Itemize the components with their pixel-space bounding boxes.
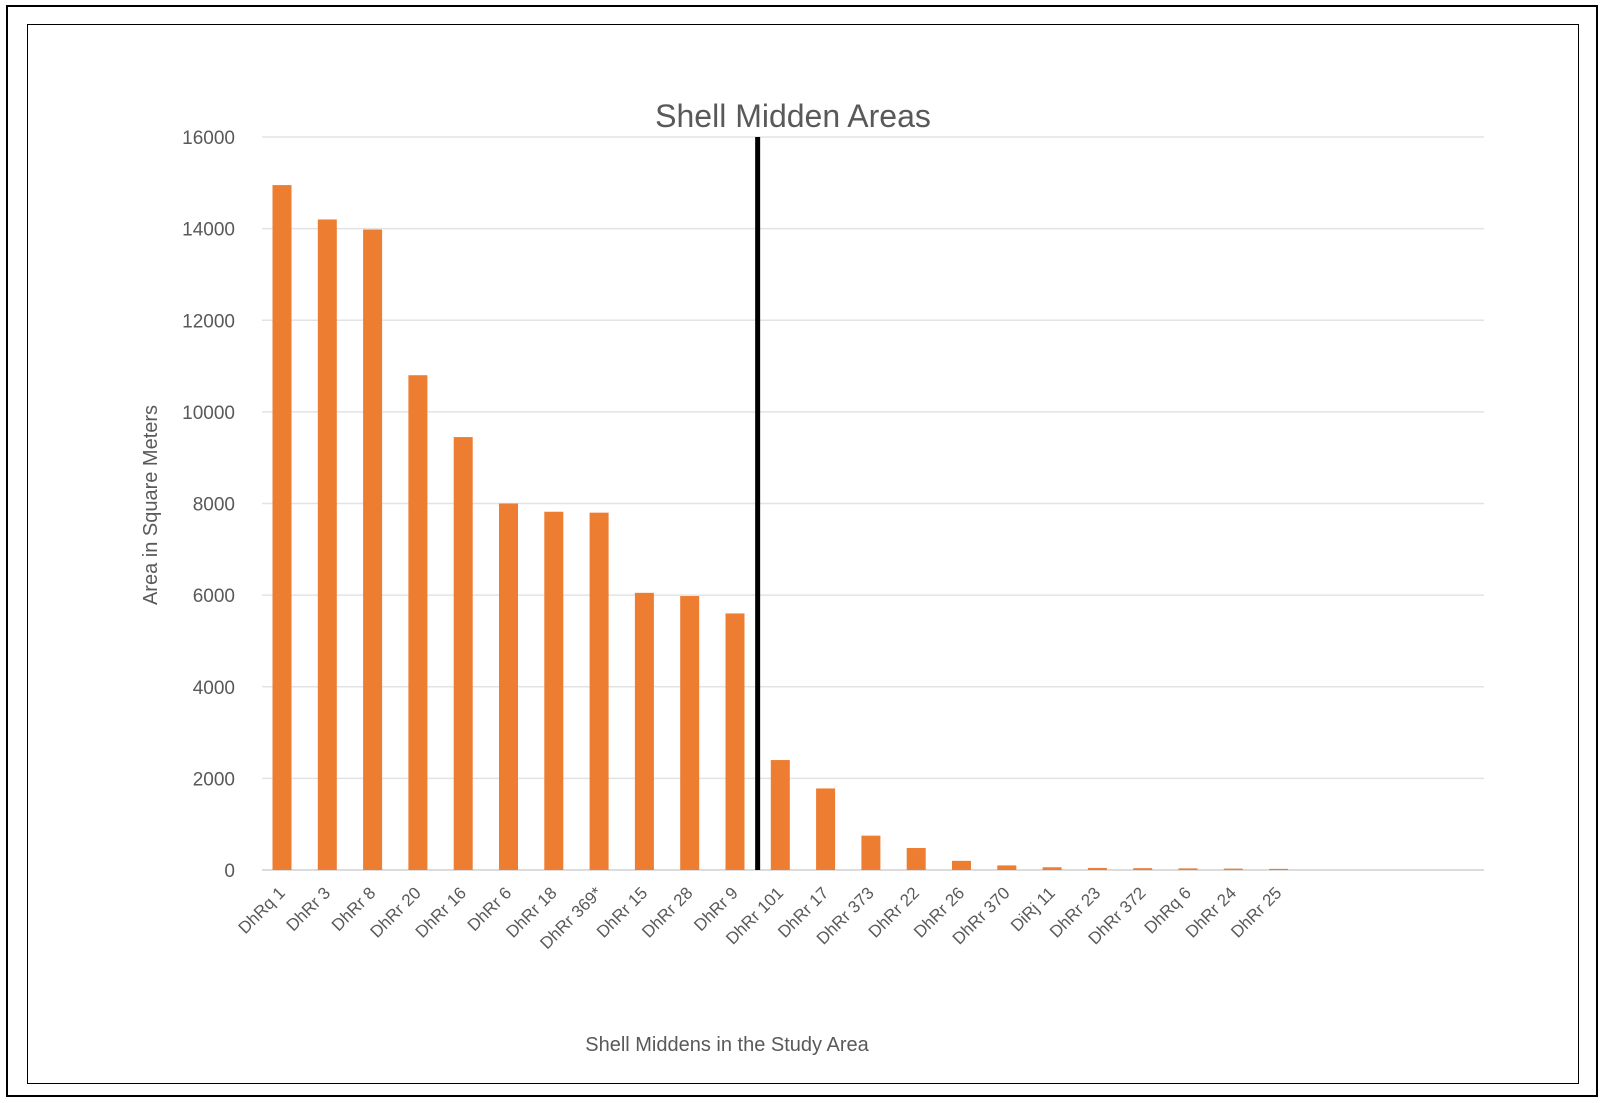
bar: [725, 613, 745, 870]
gridlines: [262, 136, 1484, 871]
chart-area-border: [27, 24, 1579, 1084]
bars: [272, 185, 1289, 870]
bar: [272, 185, 292, 870]
bar: [544, 511, 564, 870]
bar: [952, 860, 971, 870]
bar: [997, 865, 1017, 870]
bar: [499, 503, 518, 870]
bar: [1223, 868, 1243, 870]
bar: [1178, 868, 1198, 870]
x-tick-label: DhRr 28: [638, 883, 696, 941]
bar: [816, 788, 836, 870]
x-axis-title: Shell Middens in the Study Area: [585, 1034, 869, 1056]
bar: [1133, 868, 1153, 870]
bar: [453, 437, 473, 870]
bar: [363, 229, 383, 870]
y-tick-label: 12000: [182, 311, 235, 332]
bar: [1087, 867, 1107, 870]
y-tick-label: 2000: [193, 769, 235, 790]
y-tick-label: 4000: [193, 678, 235, 699]
x-tick-label: DhRr 16: [412, 883, 470, 941]
y-axis-title: Area in Square Meters: [140, 405, 162, 605]
bar: [634, 592, 654, 870]
y-tick-label: 10000: [182, 403, 235, 424]
x-tick-label: DhRr 25: [1227, 883, 1285, 941]
bar: [1042, 867, 1062, 870]
bar: [770, 760, 790, 870]
x-tick-label: DhRr 3: [283, 883, 335, 935]
chart-title: Shell Midden Areas: [655, 98, 931, 134]
x-tick-label: DhRq 1: [235, 883, 289, 937]
y-tick-labels: 0 2000 4000 6000 8000 10000 12000 14000 16000: [182, 128, 235, 882]
bar: [1269, 868, 1289, 870]
bar: [680, 596, 700, 870]
y-tick-label: 6000: [193, 586, 235, 607]
y-tick-label: 0: [224, 861, 235, 882]
figure-frame: [6, 5, 1598, 1097]
bar: [408, 375, 428, 870]
bar: [589, 512, 609, 870]
y-tick-label: 8000: [193, 495, 235, 516]
y-tick-label: 14000: [182, 220, 235, 241]
y-tick-label: 16000: [182, 128, 235, 149]
bar: [861, 835, 881, 870]
bar: [906, 848, 926, 870]
bar: [317, 219, 337, 870]
